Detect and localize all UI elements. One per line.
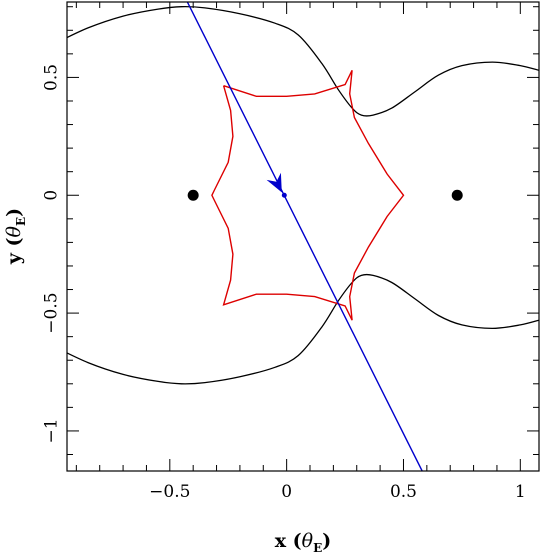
lens-point-2 <box>451 189 463 201</box>
critical-curve-lower <box>67 273 539 385</box>
plot-content <box>67 2 539 471</box>
source-marker <box>281 192 287 198</box>
axis-ticks <box>67 2 539 471</box>
lens-point-1 <box>187 189 199 201</box>
x-axis-label: x (θE) <box>275 530 332 555</box>
y-tick-label: −0.5 <box>42 292 62 333</box>
x-tick-label: 0.5 <box>390 482 417 502</box>
source-trajectory <box>186 2 423 471</box>
y-tick-label: 0 <box>42 190 62 201</box>
y-tick-label: 0.5 <box>42 64 62 91</box>
y-tick-label: −1 <box>42 418 62 443</box>
caustic-curve <box>211 69 405 321</box>
x-tick-label: 1 <box>515 482 526 502</box>
trajectory-arrow <box>266 172 282 193</box>
x-tick-label: −0.5 <box>149 482 190 502</box>
critical-curve-upper <box>67 5 539 117</box>
x-tick-label: 0 <box>281 482 292 502</box>
plot-frame <box>66 1 540 472</box>
y-axis-label: y (θE) <box>3 208 28 265</box>
axis-tick-labels: −0.5 0 0.5 1 −1 −0.5 0 0.5 <box>42 64 526 502</box>
